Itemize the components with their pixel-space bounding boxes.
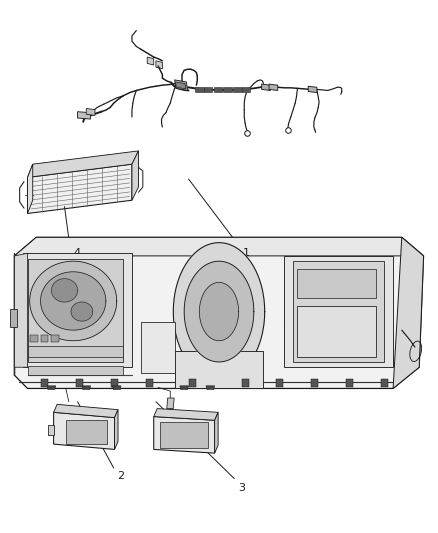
Polygon shape <box>28 164 132 214</box>
Polygon shape <box>14 253 28 367</box>
Polygon shape <box>156 61 162 69</box>
Polygon shape <box>47 386 56 390</box>
Polygon shape <box>71 302 93 321</box>
Bar <box>311 379 318 387</box>
Text: 4: 4 <box>73 248 80 258</box>
Polygon shape <box>53 405 118 418</box>
Polygon shape <box>284 256 393 367</box>
Polygon shape <box>223 87 232 92</box>
Polygon shape <box>242 87 251 92</box>
Polygon shape <box>167 398 174 409</box>
Polygon shape <box>393 237 424 389</box>
Polygon shape <box>48 424 53 435</box>
Polygon shape <box>86 109 95 115</box>
Polygon shape <box>154 417 215 453</box>
Polygon shape <box>30 261 117 341</box>
Text: 3: 3 <box>239 483 246 493</box>
Polygon shape <box>293 261 385 362</box>
Polygon shape <box>23 253 132 367</box>
Polygon shape <box>141 322 176 373</box>
Bar <box>51 335 59 342</box>
Polygon shape <box>199 282 239 341</box>
Polygon shape <box>14 237 424 389</box>
Polygon shape <box>53 413 115 449</box>
Bar <box>189 379 196 387</box>
Bar <box>41 335 48 342</box>
Polygon shape <box>175 80 187 91</box>
Polygon shape <box>204 87 212 92</box>
Polygon shape <box>269 84 278 91</box>
Polygon shape <box>206 386 215 390</box>
Polygon shape <box>78 112 91 119</box>
Polygon shape <box>115 410 118 449</box>
Polygon shape <box>10 309 17 327</box>
Polygon shape <box>28 259 123 362</box>
Polygon shape <box>176 351 262 389</box>
Bar <box>28 346 123 357</box>
Polygon shape <box>173 243 265 381</box>
Text: 1: 1 <box>243 248 250 258</box>
Polygon shape <box>176 82 186 89</box>
Bar <box>42 379 48 387</box>
Bar <box>297 269 376 298</box>
Polygon shape <box>233 87 242 92</box>
Polygon shape <box>195 87 204 92</box>
Bar <box>30 335 38 342</box>
Bar <box>146 379 153 387</box>
Bar <box>346 379 353 387</box>
Bar <box>276 379 283 387</box>
Bar <box>297 306 376 357</box>
Polygon shape <box>214 87 223 92</box>
Polygon shape <box>215 413 218 453</box>
Polygon shape <box>28 164 33 214</box>
Polygon shape <box>261 84 270 91</box>
Bar <box>381 379 388 387</box>
Polygon shape <box>132 151 138 200</box>
Polygon shape <box>184 261 254 362</box>
Bar <box>242 379 249 387</box>
Polygon shape <box>154 409 218 420</box>
Polygon shape <box>180 386 188 390</box>
Bar <box>160 422 208 448</box>
Polygon shape <box>113 386 121 390</box>
Polygon shape <box>28 151 138 177</box>
Polygon shape <box>41 272 106 330</box>
Bar <box>76 379 83 387</box>
Polygon shape <box>14 237 424 256</box>
Bar <box>28 366 123 375</box>
Polygon shape <box>82 386 91 390</box>
Polygon shape <box>147 57 154 65</box>
Polygon shape <box>51 279 78 302</box>
Text: 2: 2 <box>117 471 124 481</box>
Bar <box>111 379 118 387</box>
Bar <box>66 420 107 444</box>
Polygon shape <box>308 86 317 93</box>
